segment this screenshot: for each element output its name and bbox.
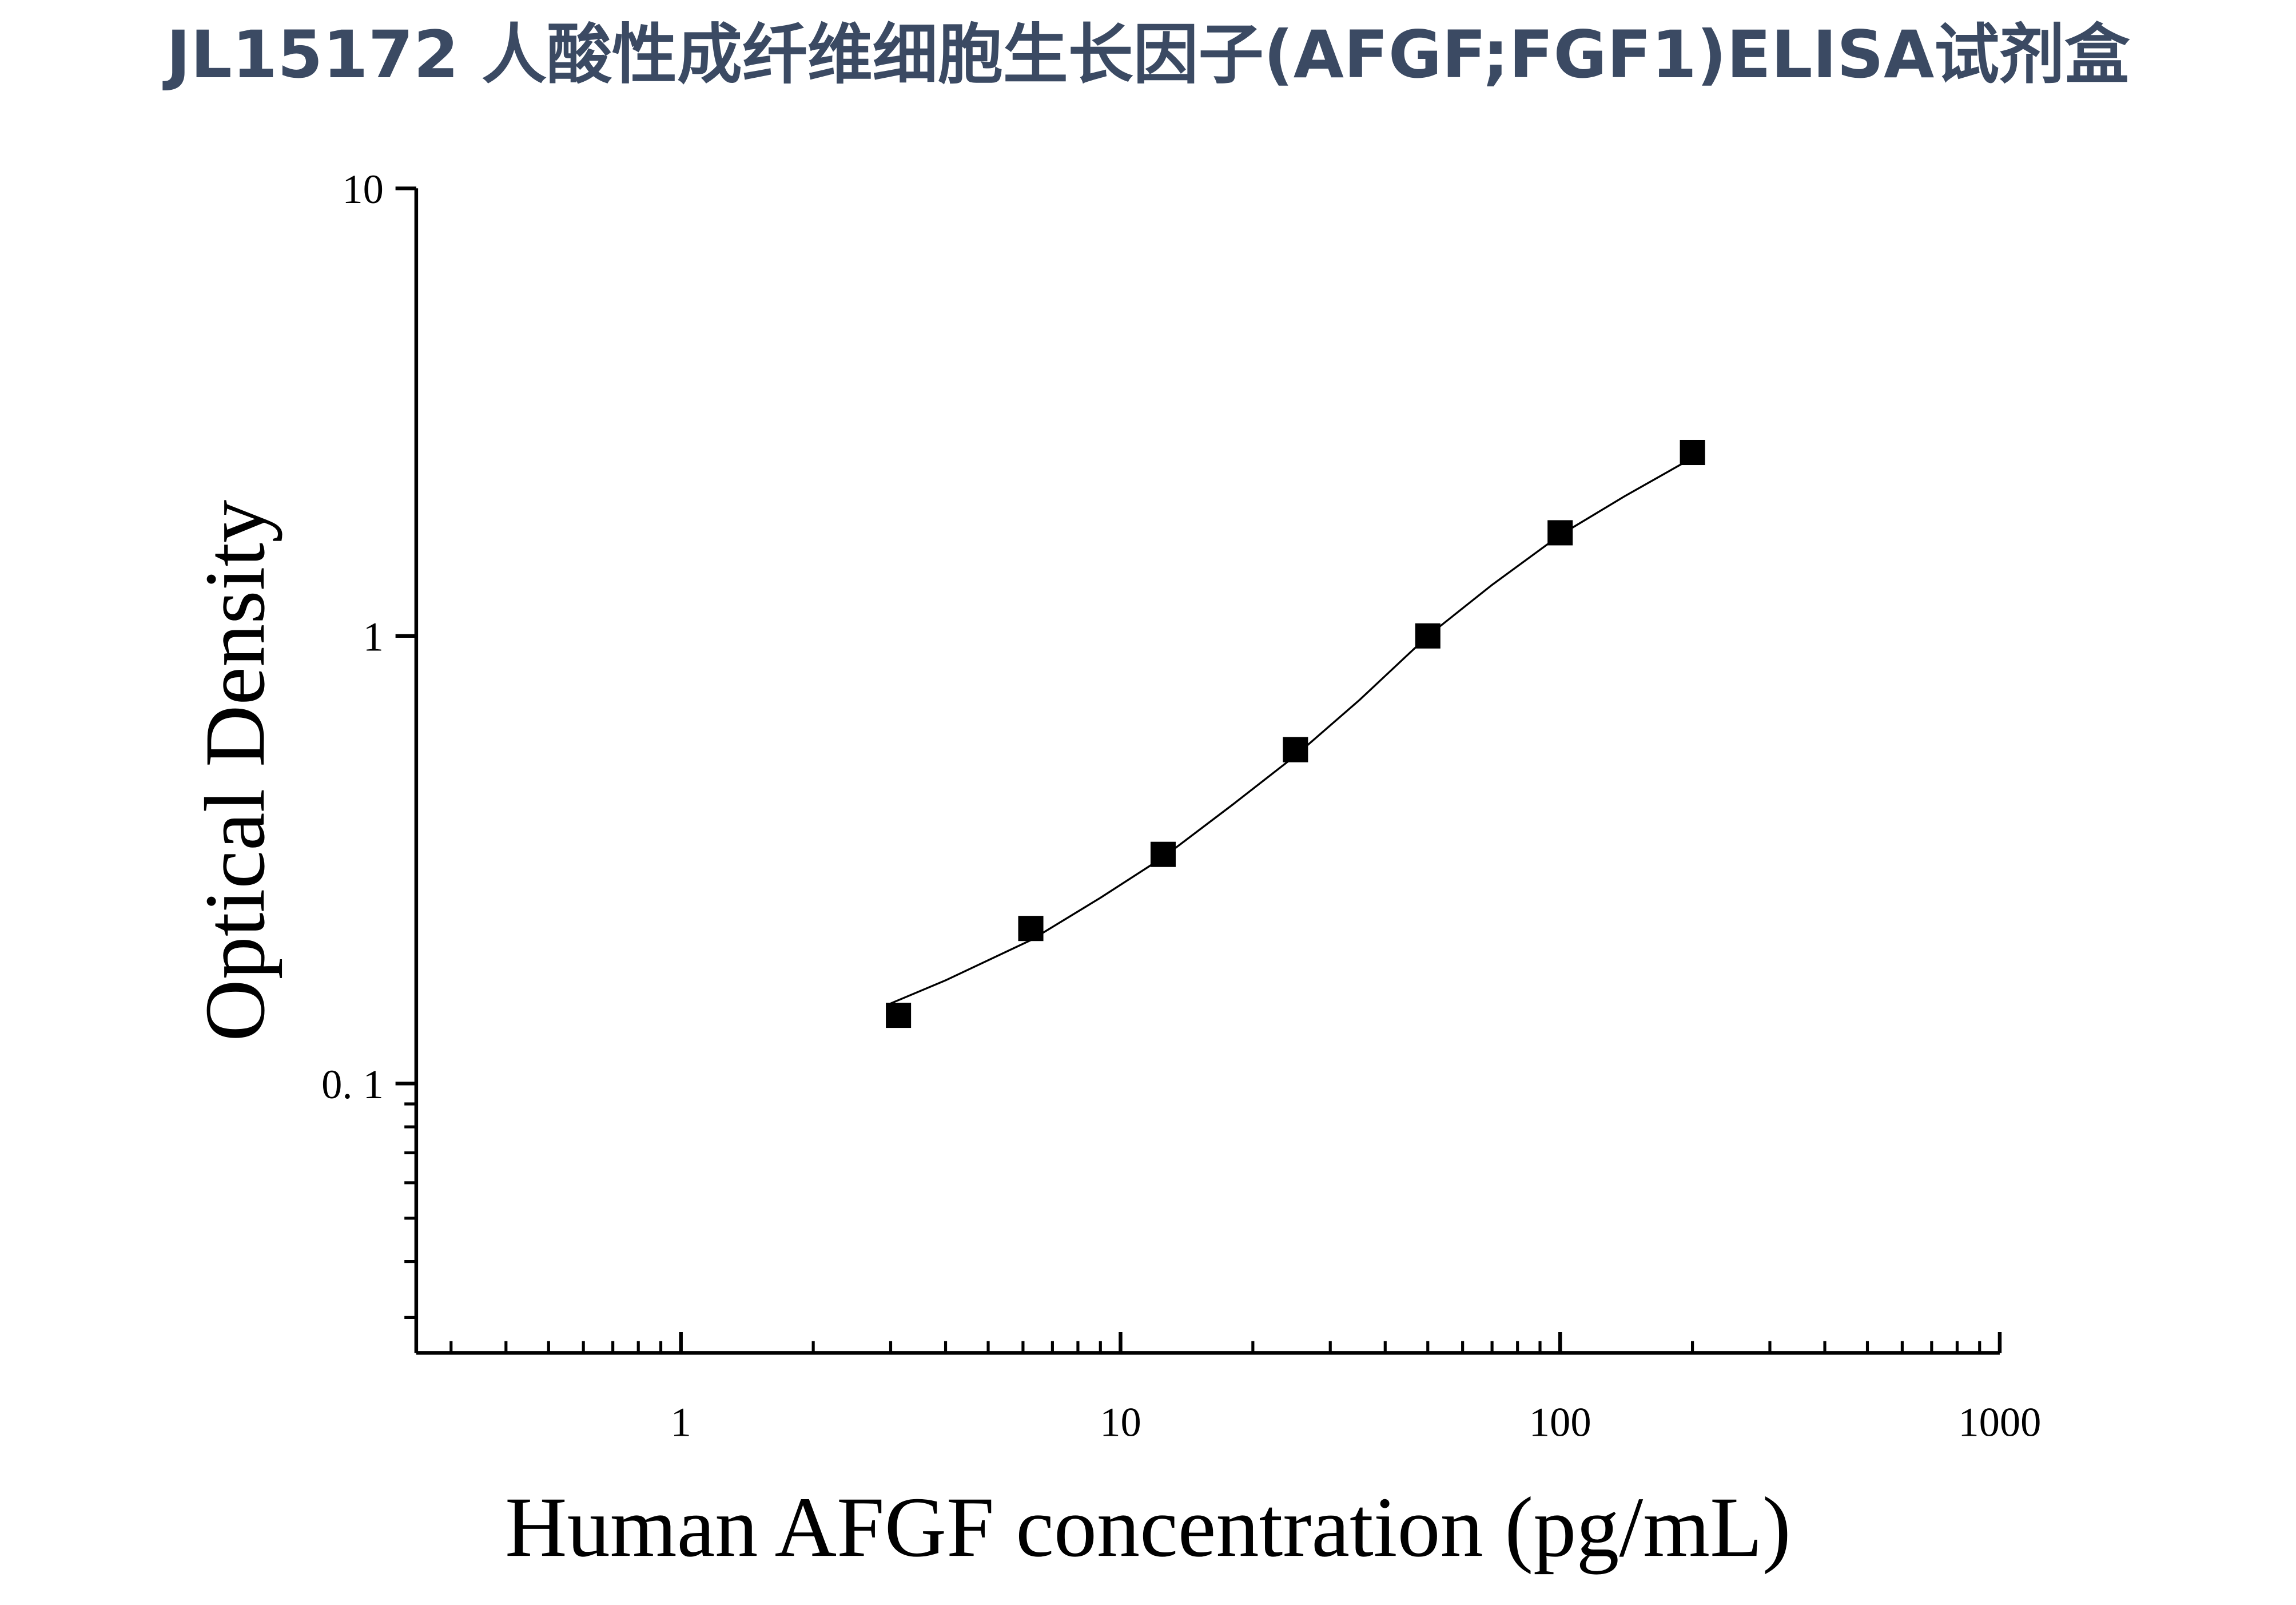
data-point	[1150, 841, 1176, 867]
data-point	[1415, 623, 1441, 649]
x-tick-label: 1000	[1958, 1399, 2041, 1445]
data-point	[1283, 737, 1308, 762]
y-tick-label: 0. 1	[321, 1061, 384, 1107]
x-tick-label: 1	[671, 1399, 691, 1445]
chart-title: JL15172 人酸性成纤维细胞生长因子(AFGF;FGF1)ELISA试剂盒	[162, 17, 2130, 93]
data-point	[1018, 916, 1044, 941]
data-point	[1680, 439, 1705, 466]
y-tick-label: 10	[342, 166, 384, 212]
y-axis-label: Optical Density	[188, 500, 282, 1042]
x-tick-label: 10	[1100, 1399, 1141, 1445]
data-point	[1547, 520, 1573, 546]
y-tick-label: 1	[363, 614, 384, 660]
x-axis-label: Human AFGF concentration (pg/mL)	[505, 1480, 1791, 1575]
data-point	[886, 1003, 912, 1028]
x-tick-label: 100	[1529, 1399, 1591, 1445]
